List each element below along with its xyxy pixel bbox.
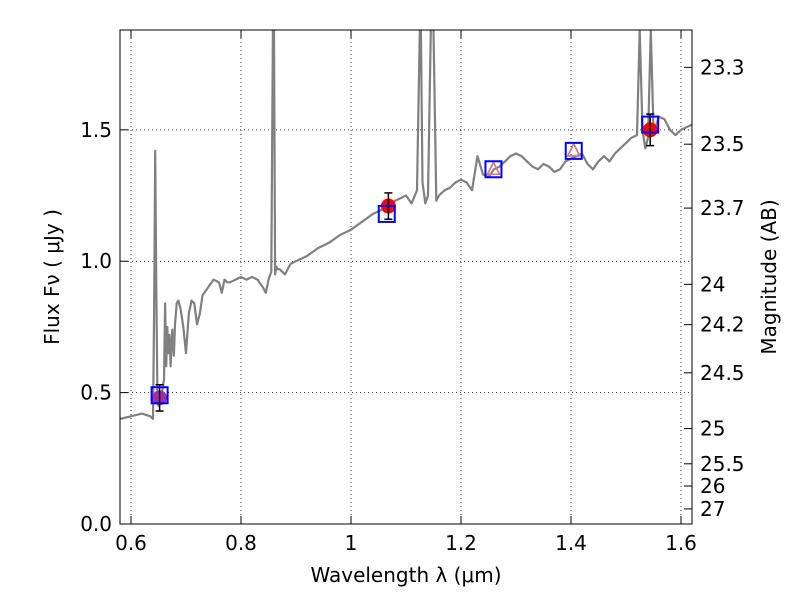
triangle-marker xyxy=(566,141,582,157)
x-tick-label: 1.6 xyxy=(665,531,697,555)
model-square-marker xyxy=(377,204,396,223)
y-tick-label: 0.0 xyxy=(80,512,112,536)
x-axis-title: Wavelength λ (μm) xyxy=(310,563,501,587)
model-square-marker xyxy=(641,115,660,134)
mag-tick-label: 24.5 xyxy=(700,361,745,385)
triangle-marker xyxy=(485,160,501,176)
y-axis-title: Flux Fν ( μJy ) xyxy=(40,209,64,345)
x-tick-label: 0.6 xyxy=(115,531,147,555)
x-tick-label: 0.8 xyxy=(225,531,257,555)
mag-tick-label: 23.7 xyxy=(700,196,745,220)
mag-tick-label: 23.5 xyxy=(700,132,745,156)
x-tick-label: 1.4 xyxy=(555,531,587,555)
plot-series xyxy=(120,30,692,420)
tick-labels: 0.6 0.8 1 1.2 1.4 1.6 0.0 0.5 1.0 1.5 23.3 23.5 23.7… xyxy=(80,55,744,555)
y-tick-label: 0.5 xyxy=(80,381,112,405)
model-square-marker xyxy=(150,386,169,405)
y-axis-right-title: Magnitude (AB) xyxy=(757,199,781,354)
mag-tick-label: 24 xyxy=(700,272,725,296)
axis-ticks xyxy=(120,30,692,525)
mag-tick-label: 27 xyxy=(700,497,725,521)
y-tick-label: 1.5 xyxy=(80,118,112,142)
model-square-marker xyxy=(564,141,583,160)
plot-frame xyxy=(119,29,693,525)
mag-tick-label: 25.5 xyxy=(700,452,745,476)
mag-tick-label: 24.2 xyxy=(700,313,745,337)
mag-tick-label: 25 xyxy=(700,417,725,441)
x-tick-label: 1 xyxy=(345,531,358,555)
x-tick-label: 1.2 xyxy=(445,531,477,555)
model-square-marker xyxy=(484,160,503,179)
mag-tick-label: 26 xyxy=(700,474,725,498)
mag-tick-label: 23.3 xyxy=(700,55,745,79)
y-tick-label: 1.0 xyxy=(80,249,112,273)
